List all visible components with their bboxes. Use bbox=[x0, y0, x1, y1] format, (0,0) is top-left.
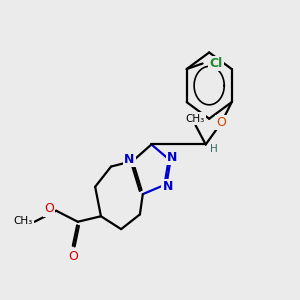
Text: Cl: Cl bbox=[210, 57, 223, 70]
Text: H: H bbox=[210, 144, 218, 154]
Text: N: N bbox=[124, 153, 134, 166]
Text: N: N bbox=[163, 180, 173, 193]
Text: CH₃: CH₃ bbox=[185, 114, 205, 124]
Text: N: N bbox=[167, 151, 177, 164]
Text: O: O bbox=[44, 202, 54, 215]
Text: O: O bbox=[69, 250, 78, 262]
Text: O: O bbox=[217, 116, 226, 129]
Text: CH₃: CH₃ bbox=[13, 216, 32, 226]
